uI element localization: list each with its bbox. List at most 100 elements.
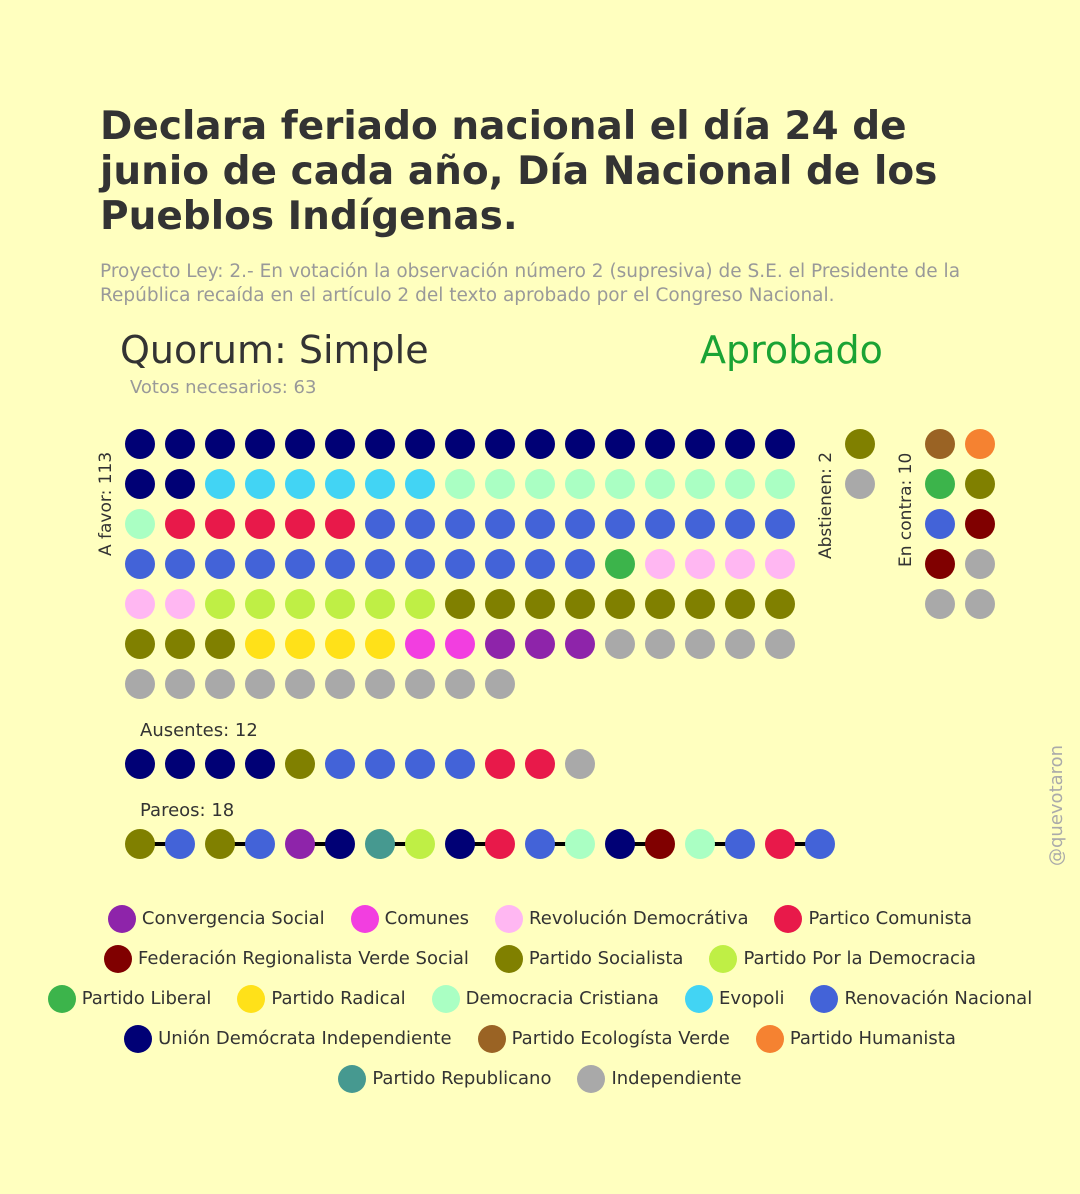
seat-dot-a_favor: [565, 589, 595, 619]
seat-dot-a_favor: [205, 429, 235, 459]
legend-item: Partido Liberal: [47, 984, 211, 1013]
seat-dot-a_favor: [645, 629, 675, 659]
seat-dot-a_favor: [125, 469, 155, 499]
legend-swatch: [810, 984, 839, 1013]
seat-dot-a_favor: [285, 469, 315, 499]
seat-dot-a_favor: [565, 509, 595, 539]
seat-dot-a_favor: [565, 429, 595, 459]
seat-dot-a_favor: [165, 509, 195, 539]
legend-item: Partido Radical: [237, 984, 406, 1013]
seat-dot-ausentes: [245, 749, 275, 779]
seat-dot-a_favor: [245, 549, 275, 579]
seat-dot-en_contra: [965, 429, 995, 459]
seat-dot-pareos: [165, 829, 195, 859]
seat-dot-a_favor: [125, 549, 155, 579]
seat-dot-en_contra: [925, 509, 955, 539]
seat-dot-a_favor: [405, 549, 435, 579]
seat-dot-a_favor: [765, 469, 795, 499]
legend-swatch: [495, 904, 524, 933]
seat-dot-a_favor: [525, 429, 555, 459]
legend-label: Renovación Nacional: [844, 988, 1033, 1009]
seat-dot-a_favor: [525, 509, 555, 539]
legend-label: Partido Humanista: [789, 1028, 956, 1049]
seat-dot-a_favor: [765, 549, 795, 579]
seat-dot-a_favor: [605, 509, 635, 539]
seat-dot-a_favor: [405, 589, 435, 619]
seat-dot-a_favor: [205, 469, 235, 499]
seat-dot-en_contra: [925, 429, 955, 459]
seat-dot-a_favor: [485, 509, 515, 539]
seat-dot-a_favor: [605, 549, 635, 579]
legend-label: Partido Ecologísta Verde: [511, 1028, 730, 1049]
seat-dot-a_favor: [405, 469, 435, 499]
seat-dot-a_favor: [765, 589, 795, 619]
legend-swatch: [47, 984, 76, 1013]
seat-dot-a_favor: [245, 509, 275, 539]
legend-item: Partido Ecologísta Verde: [477, 1024, 730, 1053]
seat-dot-a_favor: [725, 589, 755, 619]
seat-dot-pareos: [205, 829, 235, 859]
seat-dot-a_favor: [605, 629, 635, 659]
seat-dot-a_favor: [205, 669, 235, 699]
seat-dot-pareos: [565, 829, 595, 859]
seat-dot-pareos: [125, 829, 155, 859]
seat-dot-ausentes: [405, 749, 435, 779]
seat-dot-a_favor: [685, 629, 715, 659]
legend-item: Evopoli: [684, 984, 784, 1013]
seat-dot-a_favor: [645, 509, 675, 539]
seat-dot-a_favor: [565, 469, 595, 499]
seat-dot-en_contra: [965, 549, 995, 579]
legend-label: Revolución Democrátiva: [529, 908, 749, 929]
seat-dot-a_favor: [325, 469, 355, 499]
seat-dot-a_favor: [245, 589, 275, 619]
seat-dot-pareos: [805, 829, 835, 859]
seat-dot-a_favor: [685, 589, 715, 619]
legend-item: Convergencia Social: [107, 904, 325, 933]
seat-dot-a_favor: [445, 669, 475, 699]
legend-label: Federación Regionalista Verde Social: [138, 948, 469, 969]
seat-dot-a_favor: [125, 509, 155, 539]
seat-dot-a_favor: [285, 429, 315, 459]
seat-dot-pareos: [445, 829, 475, 859]
a-favor-label: A favor: 113: [96, 451, 116, 556]
seat-dot-ausentes: [125, 749, 155, 779]
legend-label: Partido Socialista: [528, 948, 684, 969]
seat-dot-pareos: [285, 829, 315, 859]
seat-dot-a_favor: [725, 549, 755, 579]
seat-dot-ausentes: [445, 749, 475, 779]
seat-dot-a_favor: [445, 629, 475, 659]
seat-dot-pareos: [725, 829, 755, 859]
seat-dot-pareos: [405, 829, 435, 859]
legend-swatch: [709, 944, 738, 973]
seat-dot-pareos: [365, 829, 395, 859]
seat-dot-a_favor: [125, 669, 155, 699]
pareo-link: [620, 842, 660, 846]
seat-dot-a_favor: [725, 629, 755, 659]
seat-dot-ausentes: [325, 749, 355, 779]
seat-dot-en_contra: [925, 549, 955, 579]
seat-dot-a_favor: [165, 629, 195, 659]
legend-item: Partido Por la Democracia: [709, 944, 976, 973]
seat-dot-a_favor: [165, 429, 195, 459]
seat-dot-a_favor: [125, 629, 155, 659]
seat-dot-a_favor: [165, 549, 195, 579]
pareo-link: [540, 842, 580, 846]
votes-needed-label: Votos necesarios: 63: [130, 377, 317, 398]
seat-dot-a_favor: [365, 589, 395, 619]
seat-dot-a_favor: [365, 469, 395, 499]
seat-dot-ausentes: [525, 749, 555, 779]
legend-label: Independiente: [611, 1068, 742, 1089]
seat-dot-pareos: [485, 829, 515, 859]
seat-dot-a_favor: [565, 629, 595, 659]
seat-dot-en_contra: [965, 509, 995, 539]
quorum-label: Quorum: Simple: [120, 328, 429, 372]
seat-dot-a_favor: [285, 509, 315, 539]
legend-swatch: [124, 1024, 153, 1053]
legend-swatch: [338, 1064, 367, 1093]
seat-dot-a_favor: [325, 589, 355, 619]
legend-swatch: [104, 944, 132, 973]
legend-swatch: [477, 1024, 506, 1053]
seat-dot-a_favor: [405, 509, 435, 539]
legend-item: Democracia Cristiana: [431, 984, 659, 1013]
seat-dot-a_favor: [525, 469, 555, 499]
